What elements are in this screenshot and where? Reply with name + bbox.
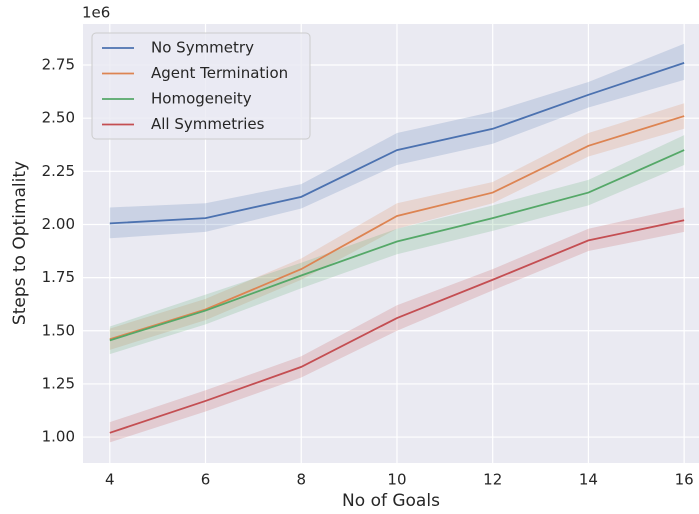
confidence-band [109, 103, 685, 350]
x-tick-label: 6 [201, 471, 211, 489]
confidence-band [109, 43, 685, 239]
legend-label: No Symmetry [151, 39, 254, 57]
x-tick-label: 10 [387, 471, 406, 489]
confidence-band [109, 135, 685, 355]
y-tick-label: 1.75 [42, 268, 75, 286]
y-tick-label: 1.50 [42, 321, 75, 339]
y-tick-label: 1.00 [42, 428, 75, 446]
y-tick-label: 2.50 [42, 109, 75, 127]
legend-label: Homogeneity [151, 90, 252, 108]
line [109, 219, 685, 434]
x-tick-label: 4 [105, 471, 115, 489]
line [109, 62, 685, 225]
x-tick-label: 12 [483, 471, 502, 489]
legend-label: All Symmetries [151, 115, 265, 133]
x-tick-label: 8 [296, 471, 306, 489]
y-offset-label: 1e6 [82, 4, 110, 22]
legend-label: Agent Termination [151, 64, 288, 82]
x-tick-label: 14 [579, 471, 598, 489]
line [109, 149, 685, 342]
legend-box [91, 32, 311, 140]
x-tick-label: 16 [675, 471, 694, 489]
line [109, 115, 685, 341]
x-axis-label: No of Goals [342, 491, 440, 511]
y-tick-label: 2.75 [42, 56, 75, 74]
y-tick-label: 1.25 [42, 374, 75, 392]
y-axis-label: Steps to Optimality [10, 161, 30, 325]
y-tick-label: 2.25 [42, 162, 75, 180]
y-tick-label: 2.00 [42, 215, 75, 233]
